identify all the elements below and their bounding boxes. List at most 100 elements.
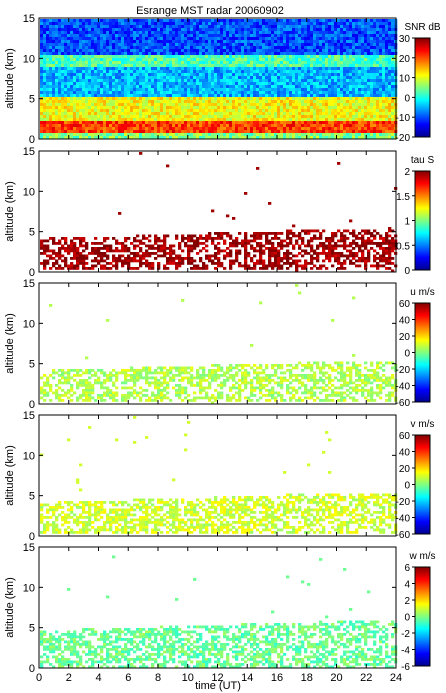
heatmap-cell — [292, 49, 296, 53]
heatmap-cell — [382, 76, 386, 80]
heatmap-cell — [112, 76, 116, 80]
heatmap-cell — [301, 103, 305, 107]
heatmap-cell — [388, 136, 392, 140]
y-tick-label: 5 — [29, 94, 35, 106]
heatmap-cell — [142, 52, 146, 56]
heatmap-cell — [181, 234, 185, 238]
heatmap-cell — [46, 94, 50, 98]
heatmap-cell — [256, 94, 260, 98]
heatmap-cell — [61, 127, 65, 131]
heatmap-cell — [343, 121, 347, 125]
heatmap-cell — [199, 136, 203, 140]
heatmap-cell — [196, 124, 200, 128]
heatmap-cell — [379, 115, 383, 119]
heatmap-cell — [229, 121, 233, 125]
heatmap-cell — [376, 76, 380, 80]
heatmap-cell — [274, 234, 278, 238]
heatmap-cell — [259, 133, 263, 137]
heatmap-cell — [46, 25, 50, 29]
heatmap-cell — [325, 55, 329, 59]
heatmap-cell — [145, 118, 149, 122]
heatmap-cell — [202, 37, 206, 41]
heatmap-cell — [46, 133, 50, 137]
heatmap-cell — [178, 106, 182, 110]
heatmap-cell — [349, 121, 353, 125]
heatmap-cell — [130, 100, 134, 104]
heatmap-cell — [346, 76, 350, 80]
heatmap-cell — [259, 46, 263, 50]
heatmap-cell — [355, 70, 359, 74]
heatmap-cell — [181, 67, 185, 71]
heatmap-cell — [91, 133, 95, 137]
heatmap-cell — [46, 85, 50, 89]
heatmap-cell — [106, 100, 110, 104]
heatmap-cell — [52, 106, 56, 110]
heatmap-cell — [316, 237, 320, 240]
heatmap-cell — [160, 19, 164, 23]
heatmap-cell — [52, 115, 56, 119]
heatmap-cell — [193, 85, 197, 89]
heatmap-cell — [265, 49, 269, 53]
heatmap-cell — [172, 115, 176, 119]
heatmap-cell — [388, 103, 392, 107]
heatmap-cell — [205, 124, 209, 128]
heatmap-cell — [349, 219, 353, 223]
heatmap-cell — [373, 112, 377, 116]
heatmap-cell — [79, 73, 83, 77]
heatmap-cell — [253, 67, 257, 71]
heatmap-cell — [160, 55, 164, 59]
heatmap-cell — [202, 124, 206, 128]
heatmap-cell — [49, 124, 53, 128]
heatmap-cell — [175, 127, 179, 131]
heatmap-cell — [346, 40, 350, 44]
heatmap-cell — [184, 40, 188, 44]
heatmap-cell — [121, 22, 125, 26]
y-tick-label: 10 — [23, 53, 35, 65]
heatmap-cell — [286, 88, 290, 92]
heatmap-cell — [382, 124, 386, 128]
heatmap-cell — [373, 37, 377, 41]
heatmap-cell — [226, 25, 230, 29]
heatmap-cell — [304, 55, 308, 59]
heatmap-cell — [187, 124, 191, 128]
heatmap-cell — [196, 67, 200, 71]
heatmap-cell — [157, 37, 161, 41]
heatmap-cell — [244, 133, 248, 137]
heatmap-cell — [328, 136, 332, 140]
heatmap-cell — [76, 55, 80, 59]
heatmap-cell — [127, 61, 131, 65]
heatmap-cell — [367, 112, 371, 116]
heatmap-cell — [142, 40, 146, 44]
heatmap-cell — [361, 103, 365, 107]
heatmap-cell — [70, 91, 74, 95]
heatmap-cell — [307, 55, 311, 59]
heatmap-cell — [283, 70, 287, 74]
heatmap-cell — [85, 76, 89, 80]
heatmap-cell — [331, 112, 335, 116]
heatmap-cell — [253, 46, 257, 50]
heatmap-cell — [358, 106, 362, 110]
heatmap-cell — [202, 103, 206, 107]
heatmap-cell — [154, 70, 158, 74]
heatmap-cell — [319, 88, 323, 92]
heatmap-cell — [337, 109, 341, 113]
heatmap-cell — [373, 73, 377, 77]
heatmap-cell — [235, 109, 239, 113]
heatmap-cell — [355, 103, 359, 107]
heatmap-cell — [385, 76, 389, 80]
heatmap-cell — [88, 124, 92, 128]
heatmap-cell — [118, 109, 122, 113]
heatmap-cell — [304, 121, 308, 125]
heatmap-cell — [343, 118, 347, 122]
heatmap-cell — [97, 130, 101, 134]
heatmap-cell — [166, 82, 170, 86]
heatmap-cell — [241, 34, 245, 38]
heatmap-cell — [385, 115, 389, 119]
heatmap-cell — [274, 37, 278, 41]
heatmap-cell — [79, 237, 83, 240]
heatmap-cell — [223, 67, 227, 71]
heatmap-cell — [337, 94, 341, 98]
heatmap-cell — [217, 52, 221, 56]
heatmap-cell — [376, 103, 380, 107]
heatmap-cell — [121, 34, 125, 38]
